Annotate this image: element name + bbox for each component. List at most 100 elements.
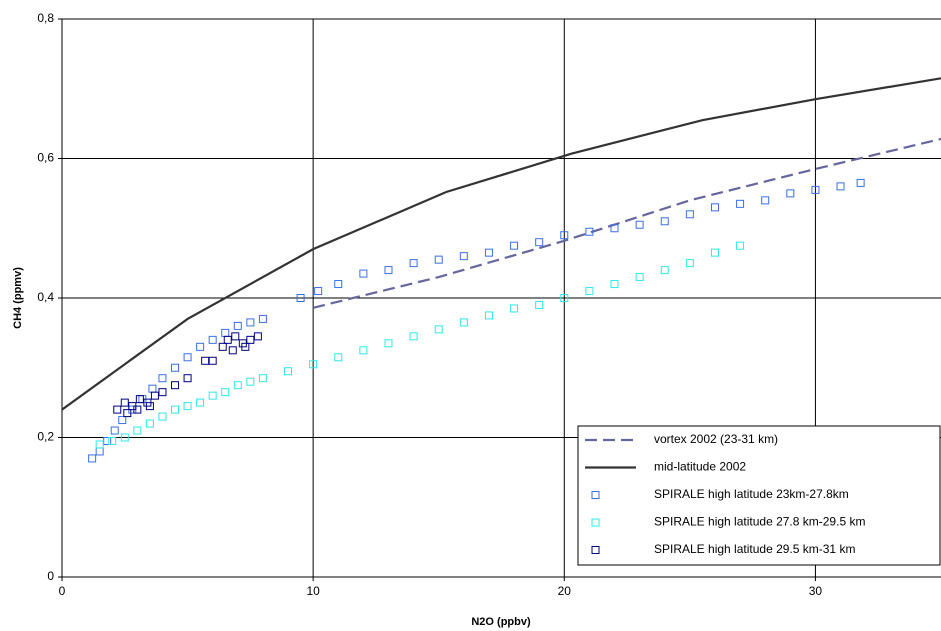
point — [158, 374, 167, 383]
legend-box — [577, 425, 941, 566]
point — [171, 363, 180, 372]
x-tick-label: 10 — [306, 584, 320, 598]
point — [510, 241, 519, 250]
point — [88, 454, 97, 463]
point — [183, 353, 192, 362]
y-tick-label: 0,6 — [37, 151, 54, 165]
point — [95, 447, 104, 456]
point — [585, 227, 594, 236]
point — [183, 402, 192, 411]
line — [312, 137, 941, 309]
y-tick-label: 0 — [47, 569, 54, 583]
point — [95, 440, 104, 449]
legend-label: SPIRALE high latitude 27.8 km-29.5 km — [654, 515, 865, 529]
point — [510, 304, 519, 313]
point — [710, 203, 719, 212]
point — [208, 391, 217, 400]
x-tick-label: 0 — [59, 584, 66, 598]
point — [296, 294, 305, 302]
point — [685, 210, 694, 219]
point — [246, 318, 255, 327]
legend-symbol — [591, 491, 600, 499]
x-tick-label: 30 — [809, 584, 823, 598]
point — [135, 395, 144, 404]
point — [196, 398, 205, 407]
point — [208, 335, 217, 344]
point — [196, 342, 205, 351]
point — [150, 391, 159, 400]
x-tick-label: 20 — [558, 584, 572, 598]
point — [284, 367, 293, 376]
point — [133, 405, 142, 414]
point — [201, 356, 210, 365]
legend-label: mid-latitude 2002 — [654, 460, 746, 474]
point — [145, 419, 154, 428]
x-axis-title: N2O (ppbv) — [471, 616, 531, 628]
point — [635, 220, 644, 229]
point — [409, 332, 418, 341]
point — [836, 182, 845, 191]
point — [108, 436, 117, 445]
point — [334, 280, 343, 289]
point — [736, 199, 745, 208]
legend-label: SPIRALE high latitude 29.5 km-31 km — [654, 542, 855, 556]
point — [314, 287, 323, 296]
point — [258, 314, 267, 323]
point — [158, 412, 167, 421]
point — [228, 346, 237, 355]
point — [585, 287, 594, 296]
point — [110, 426, 119, 435]
point — [660, 217, 669, 226]
point — [221, 388, 230, 397]
point — [560, 231, 569, 240]
line — [62, 77, 941, 411]
point — [133, 426, 142, 435]
point — [736, 241, 745, 250]
point — [535, 300, 544, 309]
legend-label: SPIRALE high latitude 23km-27.8km — [654, 487, 849, 501]
point — [145, 402, 154, 411]
point — [761, 196, 770, 205]
point — [123, 409, 132, 418]
point — [635, 273, 644, 282]
point — [231, 332, 240, 341]
point — [560, 294, 569, 302]
point — [233, 321, 242, 330]
point — [434, 325, 443, 334]
point — [113, 405, 122, 414]
point — [786, 189, 795, 198]
legend-symbol — [591, 546, 600, 554]
point — [535, 238, 544, 247]
point — [856, 178, 865, 187]
point — [241, 342, 250, 351]
point — [484, 248, 493, 257]
point — [118, 416, 127, 425]
point — [258, 374, 267, 383]
point — [120, 398, 129, 407]
point — [484, 311, 493, 320]
point — [253, 332, 262, 341]
point — [434, 255, 443, 264]
point — [183, 374, 192, 383]
y-tick-label: 0,8 — [37, 11, 54, 25]
point — [148, 384, 157, 393]
point — [384, 339, 393, 348]
point — [384, 266, 393, 275]
point — [223, 335, 232, 344]
point — [811, 185, 820, 194]
point — [158, 388, 167, 397]
point — [610, 280, 619, 289]
point — [710, 248, 719, 257]
point — [359, 346, 368, 355]
legend-label: vortex 2002 (23-31 km) — [654, 432, 778, 446]
point — [246, 377, 255, 386]
y-tick-label: 0,4 — [37, 290, 54, 304]
point — [171, 381, 180, 390]
point — [459, 252, 468, 261]
point — [171, 405, 180, 414]
point — [246, 335, 255, 344]
point — [660, 266, 669, 275]
point — [459, 318, 468, 327]
point — [120, 433, 129, 442]
